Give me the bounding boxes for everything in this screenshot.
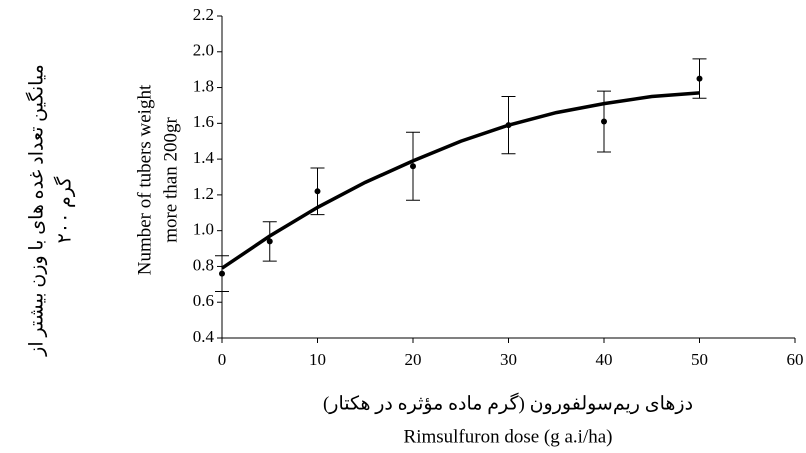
x-axis-label: دزهای ریم‌سولفورون (گرم ماده مؤثره در هک… bbox=[323, 391, 693, 414]
y-axis-label: more than 200gr bbox=[160, 117, 181, 243]
x-tick-label: 50 bbox=[691, 350, 708, 369]
data-point bbox=[696, 75, 703, 82]
x-tick-label: 20 bbox=[405, 350, 422, 369]
y-axis-label: میانگین تعداد غده های با وزن بیشتر از bbox=[24, 64, 47, 357]
y-tick-label: 2.2 bbox=[193, 5, 214, 24]
x-tick-label: 40 bbox=[596, 350, 613, 369]
data-point bbox=[601, 118, 607, 125]
y-axis-label: ۲۰۰ گرم bbox=[52, 176, 75, 244]
data-point bbox=[410, 163, 416, 170]
data-point bbox=[314, 188, 321, 195]
y-tick-label: 1.0 bbox=[193, 220, 214, 239]
data-point bbox=[505, 122, 512, 129]
fit-curve bbox=[221, 91, 700, 270]
x-axis-label: Rimsulfuron dose (g a.i/ha) bbox=[404, 426, 613, 447]
data-point bbox=[266, 238, 273, 245]
y-tick-label: 1.2 bbox=[193, 184, 214, 203]
x-tick-label: 60 bbox=[787, 350, 804, 369]
data-point bbox=[219, 270, 225, 277]
y-tick-label: 1.6 bbox=[193, 112, 214, 131]
y-tick-label: 1.4 bbox=[193, 148, 215, 167]
x-tick-label: 30 bbox=[500, 350, 517, 369]
y-axis-label: Number of tubers weight bbox=[134, 84, 155, 275]
y-tick-label: 0.4 bbox=[193, 327, 215, 346]
y-tick-label: 0.8 bbox=[193, 255, 214, 274]
x-tick-label: 0 bbox=[218, 350, 227, 369]
y-tick-label: 2.0 bbox=[193, 41, 214, 60]
y-tick-label: 1.8 bbox=[193, 76, 214, 95]
x-tick-label: 10 bbox=[309, 350, 326, 369]
y-tick-label: 0.6 bbox=[193, 291, 214, 310]
